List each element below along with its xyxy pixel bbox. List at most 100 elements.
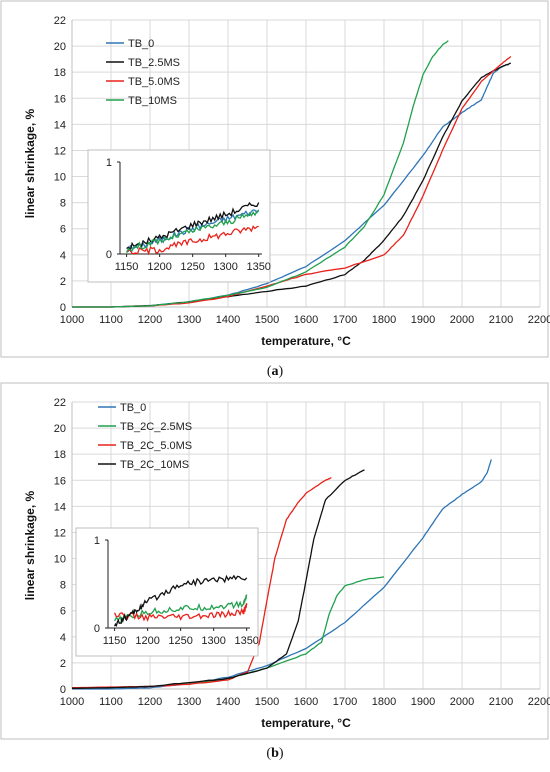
x-tick-label: 1000 <box>60 696 84 708</box>
inset-x-tick-label: 1350 <box>234 635 258 647</box>
inset-x-tick-label: 1200 <box>135 635 159 647</box>
x-tick-label: 1400 <box>216 696 240 708</box>
inset-x-tick-label: 1300 <box>201 635 225 647</box>
x-tick-label: 1500 <box>255 696 279 708</box>
y-tick-label: 20 <box>54 423 66 435</box>
y-tick-label: 14 <box>54 501 66 513</box>
caption-a-open: ( <box>266 364 272 379</box>
y-tick-label: 10 <box>54 172 66 184</box>
y-tick-label: 4 <box>60 250 66 262</box>
y-tick-label: 0 <box>60 684 66 696</box>
x-tick-label: 2000 <box>450 696 474 708</box>
x-tick-label: 1700 <box>333 314 357 326</box>
x-tick-label: 1500 <box>255 314 279 326</box>
inset-series-line <box>126 225 259 256</box>
y-tick-label: 18 <box>54 449 66 461</box>
inset-x-tick-label: 1250 <box>168 635 192 647</box>
y-tick-label: 12 <box>54 527 66 539</box>
y-tick-label: 4 <box>60 632 66 644</box>
caption-b-close: ) <box>278 746 284 761</box>
inset-y-tick-label: 0 <box>106 249 112 261</box>
x-tick-label: 1900 <box>411 314 435 326</box>
y-tick-label: 14 <box>54 119 66 131</box>
legend-entry: TB_10MS <box>128 95 177 107</box>
x-tick-label: 1100 <box>99 314 123 326</box>
legend-entry: TB_2C_10MS <box>120 459 189 471</box>
y-axis-title: linear shrinkage, % <box>23 490 37 600</box>
x-tick-label: 1800 <box>372 314 396 326</box>
y-tick-label: 8 <box>60 198 66 210</box>
y-tick-label: 20 <box>54 41 66 53</box>
y-tick-label: 0 <box>60 302 66 314</box>
legend-entry: TB_2C_2.5MS <box>120 421 192 433</box>
x-tick-label: 2200 <box>528 314 550 326</box>
x-tick-label: 1700 <box>333 696 357 708</box>
inset-frame <box>87 149 271 283</box>
caption-a-close: ) <box>278 364 284 379</box>
figure-frame <box>0 382 549 740</box>
figure-frame <box>0 0 549 358</box>
x-tick-label: 2200 <box>528 696 550 708</box>
chart-panel-a: 0 2 4 6 8 10 12 14 16 18 20 22 1000 1100 1200 1300 1400 1… <box>0 0 550 360</box>
x-tick-label: 1600 <box>294 314 318 326</box>
inset-series-line <box>126 210 259 253</box>
legend-entry: TB_5.0MS <box>128 76 180 88</box>
series-line <box>72 40 449 308</box>
inset-x-tick-label: 1200 <box>147 261 171 273</box>
legend-entry: TB_2C_5.0MS <box>120 440 192 452</box>
caption-b: (b) <box>0 746 550 762</box>
y-tick-label: 2 <box>60 276 66 288</box>
x-axis-title: temperature, °C <box>261 334 351 348</box>
x-tick-label: 2100 <box>489 696 513 708</box>
inset-x-tick-label: 1150 <box>103 635 127 647</box>
caption-b-open: ( <box>266 746 272 761</box>
inset-series-line <box>114 594 248 625</box>
legend-entry: TB_0 <box>120 402 146 414</box>
y-tick-label: 22 <box>54 15 66 27</box>
legend-entry: TB_0 <box>128 38 154 50</box>
y-tick-label: 6 <box>60 606 66 618</box>
x-tick-label: 1200 <box>138 696 162 708</box>
inset-series-line <box>114 603 248 623</box>
y-tick-label: 10 <box>54 554 66 566</box>
x-tick-label: 1200 <box>138 314 162 326</box>
x-tick-label: 1400 <box>216 314 240 326</box>
inset-y-tick-label: 1 <box>106 157 112 169</box>
series-line <box>72 459 492 690</box>
caption-b-letter: b <box>271 746 279 761</box>
y-tick-label: 8 <box>60 580 66 592</box>
inset-y-tick-label: 1 <box>94 535 100 547</box>
y-tick-label: 16 <box>54 475 66 487</box>
x-tick-label: 2000 <box>450 314 474 326</box>
x-tick-label: 1900 <box>411 696 435 708</box>
caption-a: (a) <box>0 364 550 380</box>
chart-panel-b: 0 2 4 6 8 10 12 14 16 18 20 22 1000 1100 1200 1300 1400 1… <box>0 382 550 742</box>
inset-x-tick-label: 1350 <box>246 261 270 273</box>
x-tick-label: 1100 <box>99 696 123 708</box>
y-tick-label: 6 <box>60 224 66 236</box>
x-tick-label: 1000 <box>60 314 84 326</box>
x-tick-label: 1800 <box>372 696 396 708</box>
inset-x-tick-label: 1150 <box>115 261 139 273</box>
x-tick-label: 1300 <box>177 314 201 326</box>
legend-entry: TB_2.5MS <box>128 57 180 69</box>
inset-x-tick-label: 1250 <box>180 261 204 273</box>
y-tick-label: 18 <box>54 67 66 79</box>
x-axis-title: temperature, °C <box>261 716 351 730</box>
caption-a-letter: a <box>271 364 279 379</box>
inset-y-tick-label: 0 <box>94 623 100 635</box>
x-tick-label: 1300 <box>177 696 201 708</box>
y-axis-title: linear shrinkage, % <box>23 108 37 218</box>
y-tick-label: 12 <box>54 145 66 157</box>
series-line <box>72 469 365 689</box>
inset-series-line <box>126 201 260 253</box>
y-tick-label: 2 <box>60 658 66 670</box>
inset-series-line <box>114 574 248 628</box>
x-tick-label: 2100 <box>489 314 513 326</box>
x-tick-label: 1600 <box>294 696 318 708</box>
y-tick-label: 22 <box>54 397 66 409</box>
inset-x-tick-label: 1300 <box>213 261 237 273</box>
y-tick-label: 16 <box>54 93 66 105</box>
